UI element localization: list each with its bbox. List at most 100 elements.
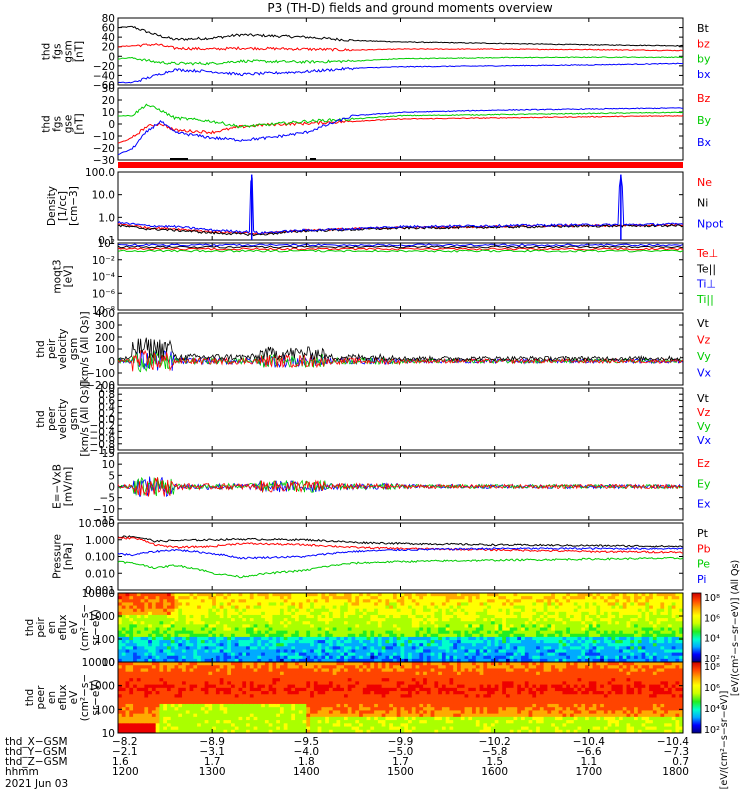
heatmap-cell [524, 646, 530, 650]
heatmap-cell [264, 723, 270, 728]
heatmap-cell [295, 646, 300, 650]
heatmap-cell [634, 611, 639, 616]
heatmap-cell [366, 658, 371, 663]
heatmap-cell [351, 593, 356, 597]
heatmap-cell [611, 658, 616, 663]
heatmap-cell [652, 640, 658, 644]
heatmap-cell [287, 599, 292, 603]
heatmap-cell [419, 627, 424, 632]
y-tick-label: 80 [102, 13, 115, 25]
heatmap-cell [144, 633, 149, 638]
heatmap-cell [321, 608, 326, 613]
heatmap-cell [182, 646, 187, 650]
heatmap-cell [513, 614, 518, 619]
heatmap-cell [155, 674, 160, 679]
heatmap-cell [652, 633, 658, 638]
heatmap-cell [276, 633, 281, 638]
heatmap-cell [227, 681, 232, 686]
y-tick-label: 0.100 [85, 552, 115, 564]
heatmap-cell [283, 593, 288, 597]
heatmap-cell [208, 687, 213, 692]
heatmap-cell [295, 618, 300, 622]
heatmap-cell [321, 614, 326, 619]
heatmap-cell [313, 624, 319, 628]
heatmap-cell [483, 599, 488, 603]
heatmap-cell [656, 649, 661, 654]
heatmap-cell [490, 596, 496, 600]
heatmap-cell [615, 624, 620, 628]
heatmap-cell [445, 655, 450, 660]
heatmap-cell [313, 649, 319, 654]
heatmap-cell [242, 627, 247, 632]
heatmap-cell [215, 630, 221, 635]
heatmap-cell [246, 658, 251, 663]
heatmap-cell [539, 636, 545, 641]
heatmap-cell [588, 643, 594, 647]
heatmap-cell [264, 710, 270, 715]
heatmap-cell [242, 618, 247, 622]
heatmap-cell [570, 652, 575, 657]
heatmap-cell [238, 710, 243, 715]
heatmap-cell [611, 614, 616, 619]
heatmap-cell [246, 700, 251, 705]
heatmap-cell [185, 593, 191, 597]
heatmap-cell [133, 691, 138, 695]
heatmap-cell [178, 716, 183, 721]
heatmap-cell [298, 726, 304, 731]
heatmap-cell [215, 729, 221, 734]
heatmap-cell [362, 621, 368, 625]
heatmap-cell [634, 627, 639, 632]
heatmap-cell [543, 618, 548, 622]
heatmap-cell [423, 640, 428, 644]
heatmap-cell [419, 602, 424, 607]
heatmap-cell [347, 608, 353, 613]
heatmap-cell [415, 636, 420, 641]
heatmap-cell [521, 599, 526, 603]
heatmap-cell [170, 671, 175, 676]
heatmap-cell [189, 611, 194, 616]
status-mark [170, 158, 188, 160]
heatmap-cell [306, 681, 311, 686]
heatmap-cell [355, 630, 360, 635]
heatmap-cell [438, 593, 443, 597]
heatmap-cell [136, 662, 142, 666]
heatmap-cell [475, 602, 481, 607]
heatmap-cell [313, 726, 319, 731]
heatmap-cell [133, 662, 138, 666]
heatmap-cell [566, 652, 571, 657]
heatmap-cell [166, 716, 172, 721]
heatmap-cell [521, 633, 526, 638]
heatmap-cell [611, 599, 616, 603]
heatmap-cell [182, 700, 187, 705]
heatmap-cell [656, 611, 661, 616]
heatmap-cell [151, 627, 157, 632]
heatmap-cell [392, 602, 398, 607]
heatmap-cell [238, 643, 243, 647]
heatmap-cell [404, 633, 409, 638]
heatmap-cell [622, 599, 627, 603]
heatmap-cell [295, 658, 300, 663]
heatmap-cell [140, 684, 145, 689]
heatmap-cell [215, 662, 221, 666]
heatmap-cell [359, 633, 364, 638]
heatmap-cell [667, 614, 673, 619]
heatmap-cell [649, 649, 654, 654]
heatmap-cell [460, 646, 466, 650]
heatmap-cell [174, 674, 179, 679]
heatmap-cell [494, 643, 499, 647]
heatmap-cell [204, 687, 209, 692]
heatmap-cell [193, 593, 198, 597]
heatmap-cell [449, 593, 454, 597]
y-tick-label: 20 [102, 95, 115, 107]
heatmap-cell [457, 646, 462, 650]
heatmap-cell [261, 633, 266, 638]
heatmap-cell [426, 621, 432, 625]
heatmap-cell [517, 602, 522, 607]
heatmap-cell [125, 720, 130, 724]
heatmap-cell [155, 729, 160, 734]
heatmap-cell [566, 649, 571, 654]
heatmap-cell [573, 655, 579, 660]
heatmap-cell [487, 649, 492, 654]
heatmap-cell [272, 608, 277, 613]
heatmap-cell [118, 602, 123, 607]
